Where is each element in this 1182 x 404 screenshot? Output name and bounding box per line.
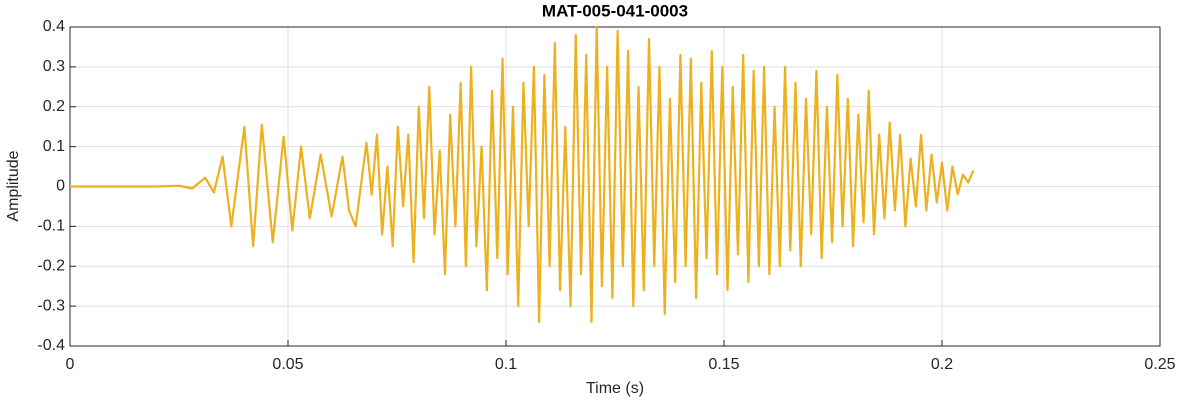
y-tick-label: -0.4: [37, 337, 65, 354]
waveform-line: [70, 25, 975, 324]
x-axis-label: Time (s): [586, 380, 644, 397]
x-tick-label: 0.1: [495, 356, 517, 373]
x-tick-label: 0.25: [1144, 356, 1175, 373]
y-tick-label: 0.1: [43, 138, 65, 155]
y-tick-label: 0.3: [43, 58, 65, 75]
x-tick-label: 0.15: [708, 356, 739, 373]
y-tick-label: 0.4: [43, 18, 65, 35]
y-tick-label: -0.3: [37, 297, 65, 314]
x-tick-label: 0.2: [931, 356, 953, 373]
y-tick-label: -0.1: [37, 218, 65, 235]
y-tick-label: 0.2: [43, 98, 65, 115]
y-tick-label: -0.2: [37, 257, 65, 274]
chart-title: MAT-005-041-0003: [542, 1, 688, 20]
y-tick-label: 0: [56, 178, 65, 195]
x-tick-label: 0.05: [272, 356, 303, 373]
x-tick-label: 0: [66, 356, 75, 373]
y-axis-label: Amplitude: [5, 150, 22, 221]
